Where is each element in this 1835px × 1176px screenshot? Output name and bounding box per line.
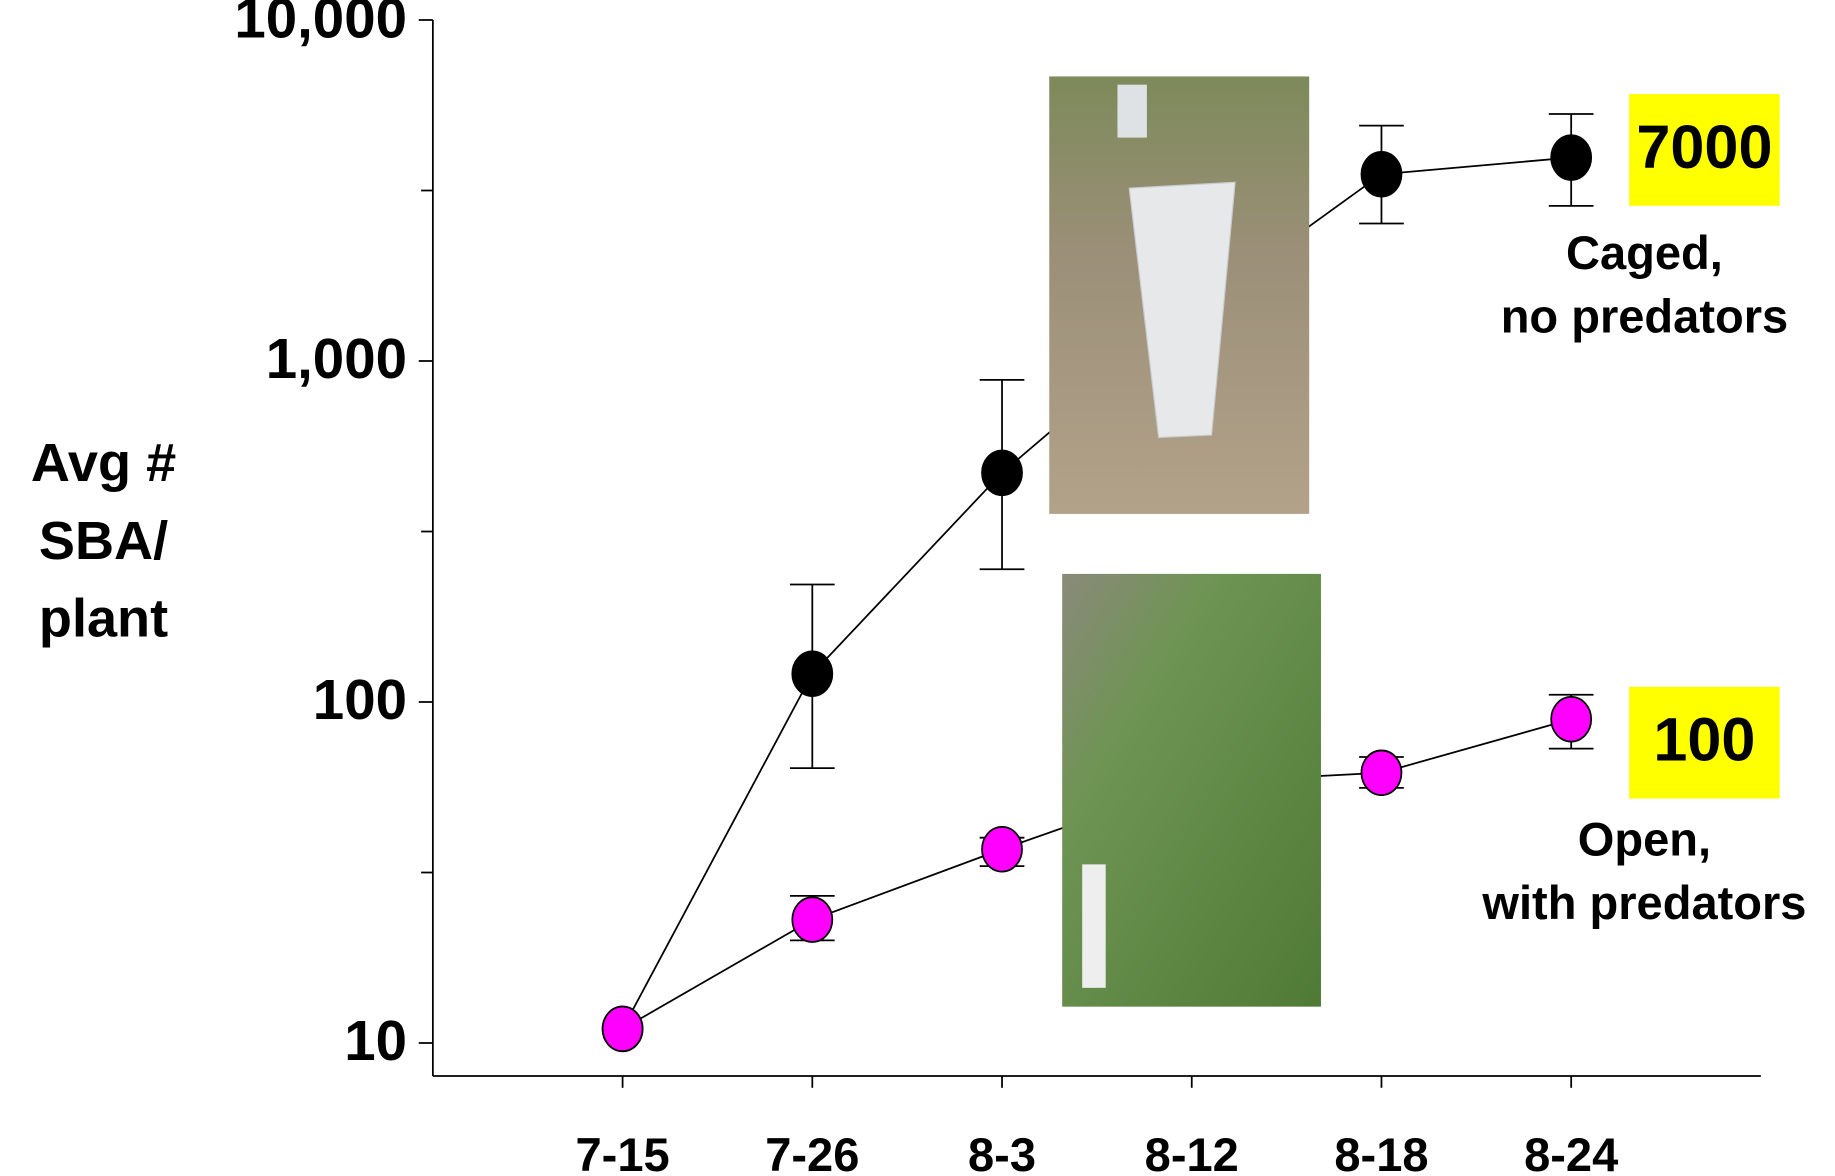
marker — [1551, 697, 1591, 742]
marker — [792, 651, 832, 696]
y-tick-label: 1,000 — [266, 327, 407, 390]
x-tick-label: 8-24 — [1524, 1128, 1618, 1176]
photo-caged — [1049, 76, 1309, 513]
y-tick-label: 10 — [344, 1009, 407, 1072]
series-label: Open, — [1578, 813, 1711, 866]
marker — [982, 450, 1022, 495]
marker — [1551, 135, 1591, 180]
marker — [792, 897, 832, 942]
x-tick-label: 8-12 — [1145, 1128, 1239, 1176]
x-tick-label: 8-3 — [968, 1128, 1036, 1176]
series-label: with predators — [1481, 876, 1806, 929]
chart: 10 100 1,000 10,000 7-15 7-26 8-3 8-12 8-18 8-24 A… — [0, 0, 1835, 1176]
y-axis-label: SBA/ — [39, 511, 168, 571]
series-label: no predators — [1501, 289, 1788, 342]
y-tick-label: 10,000 — [234, 0, 407, 49]
marker — [1361, 750, 1401, 795]
x-tick-label: 7-26 — [765, 1128, 859, 1176]
y-tick-label: 100 — [313, 668, 407, 731]
marker — [1361, 152, 1401, 197]
photo-open — [1062, 574, 1321, 1007]
x-tick-label: 7-15 — [576, 1128, 670, 1176]
x-tick-label: 8-18 — [1334, 1128, 1428, 1176]
callout: 100 — [1653, 706, 1755, 774]
marker — [982, 827, 1022, 872]
marker — [603, 1007, 643, 1052]
y-axis-label: plant — [39, 588, 168, 648]
y-axis-label: Avg # — [31, 433, 176, 493]
series-label: Caged, — [1566, 226, 1723, 279]
callout: 7000 — [1636, 113, 1772, 181]
